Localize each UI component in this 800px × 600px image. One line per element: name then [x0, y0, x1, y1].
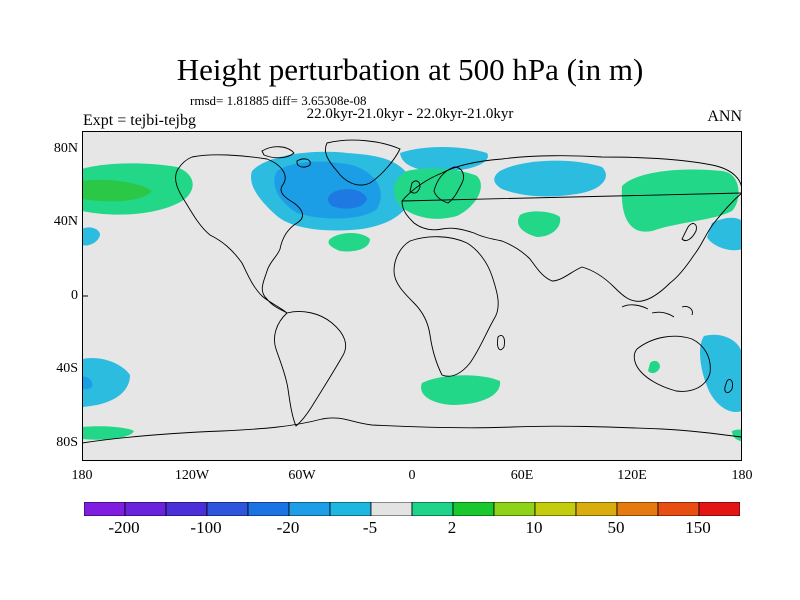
coast-australia	[633, 335, 711, 392]
colorbar-label: -5	[362, 518, 378, 537]
coastlines	[82, 139, 742, 444]
contour-region	[648, 360, 660, 374]
colorbar-label: -100	[190, 518, 222, 537]
colorbar-swatch	[698, 502, 740, 516]
colorbar-swatch	[288, 502, 331, 516]
coast-japan	[681, 223, 697, 242]
coast-north-america	[175, 154, 304, 314]
colorbar-swatch	[534, 502, 577, 516]
plot-title: Height perturbation at 500 hPa (in m)	[176, 52, 644, 87]
lon-label: 120W	[174, 468, 210, 483]
colorbar-label: -200	[108, 518, 140, 537]
colorbar-swatch	[575, 502, 618, 516]
lon-label: 60W	[288, 468, 316, 483]
lat-label: 0	[71, 288, 78, 303]
lon-label: 60E	[510, 468, 534, 483]
lon-label: 0	[408, 468, 416, 483]
contour-region	[707, 217, 742, 251]
colorbar-swatch	[411, 502, 454, 516]
contour-region	[82, 227, 100, 246]
coast-south-america	[274, 311, 346, 427]
lon-label: 120E	[617, 468, 647, 483]
colorbar-swatch	[84, 502, 126, 516]
coast-indonesia	[621, 304, 693, 318]
coast-scandinavia	[433, 166, 465, 204]
colorbar-swatch	[493, 502, 536, 516]
world-map-panel	[82, 131, 742, 461]
contour-region	[421, 375, 501, 405]
contour-region	[494, 160, 606, 197]
contour-region	[82, 376, 93, 390]
colorbar-swatch	[165, 502, 208, 516]
season-label: ANN	[707, 108, 742, 125]
lat-label: 40N	[53, 214, 78, 229]
colorbar-swatch	[452, 502, 495, 516]
contour-region	[82, 426, 134, 440]
colorbar-label: 150	[685, 518, 711, 537]
coast-british-isles	[409, 180, 421, 194]
contour-region	[732, 429, 742, 441]
coast-arctic-islands	[261, 146, 311, 168]
colorbar-label: 2	[447, 518, 457, 537]
rmsd-diff-stats: rmsd= 1.81885 diff= 3.65308e-08	[190, 93, 367, 108]
coast-new-zealand	[724, 378, 733, 394]
contour-region	[621, 169, 739, 232]
colorbar-swatch	[124, 502, 167, 516]
colorbar-label: 10	[525, 518, 543, 537]
colorbar-label: -20	[276, 518, 300, 537]
colorbar-swatch	[370, 502, 413, 516]
lat-label: 80N	[53, 141, 78, 156]
lat-label: 40S	[56, 361, 78, 376]
coast-greenland	[325, 139, 401, 186]
coast-madagascar	[497, 335, 505, 351]
contour-region	[517, 211, 561, 237]
colorbar-label: 50	[607, 518, 625, 537]
coast-antarctica	[82, 417, 742, 444]
colorbar-swatch	[206, 502, 249, 516]
contour-fills	[82, 147, 742, 441]
contour-region	[328, 233, 370, 252]
colorbar-swatch	[616, 502, 659, 516]
colorbar-swatch	[247, 502, 290, 516]
colorbar-swatch	[329, 502, 372, 516]
contour-region	[700, 334, 742, 412]
lon-label: 180	[71, 468, 93, 483]
lon-label: 180	[731, 468, 753, 483]
contour-region	[82, 357, 130, 407]
contour-region	[327, 189, 367, 209]
contour-region	[400, 147, 488, 172]
experiment-label: Expt = tejbi-tejbg	[83, 112, 196, 129]
coast-africa	[393, 236, 499, 377]
lat-label: 80S	[56, 435, 78, 450]
colorbar-swatch	[657, 502, 700, 516]
coast-eurasia	[401, 155, 742, 302]
colorbar	[84, 502, 740, 516]
period-label: 22.0kyr-21.0kyr - 22.0kyr-21.0kyr	[306, 106, 514, 122]
contour-region	[82, 179, 152, 202]
lat-ticks	[82, 295, 88, 297]
